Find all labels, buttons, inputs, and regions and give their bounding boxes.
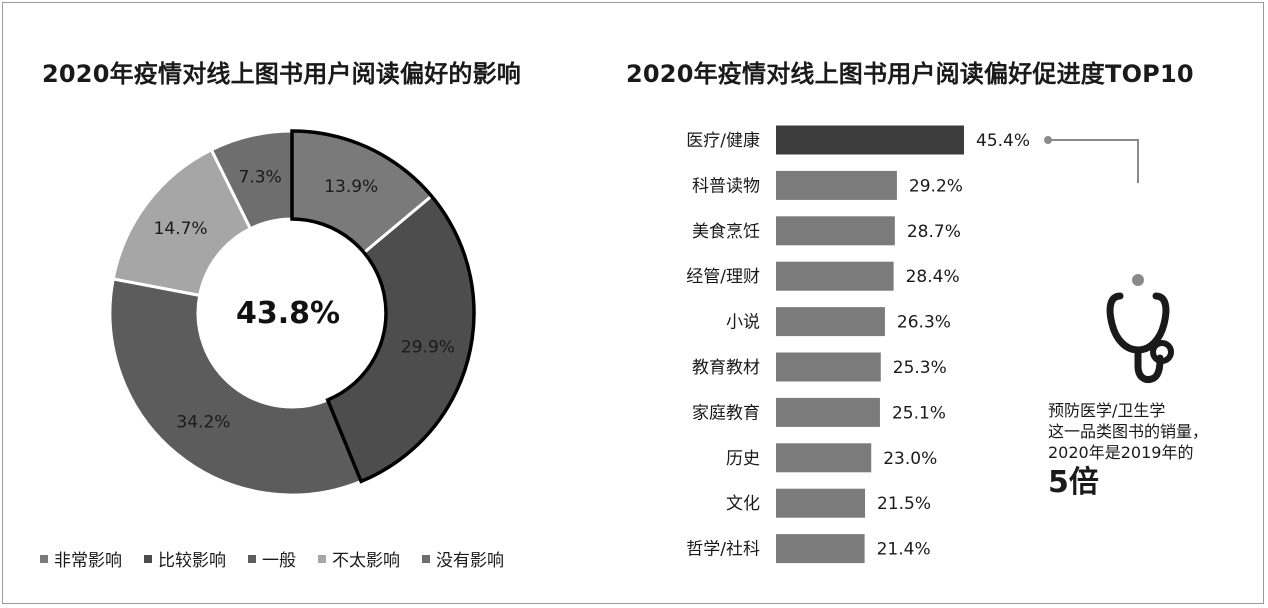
bar-value-label-0: 45.4% xyxy=(976,131,1030,151)
donut-center-label: 43.8% xyxy=(236,296,340,331)
bar-2 xyxy=(776,216,895,246)
bar-4 xyxy=(776,307,885,337)
donut-legend: 非常影响 比较影响 一般 不太影响 没有影响 xyxy=(40,546,504,571)
bar-category-label-6: 家庭教育 xyxy=(692,403,760,423)
stethoscope-icon xyxy=(1106,274,1174,383)
donut-slice-2 xyxy=(108,277,364,497)
legend-label: 没有影响 xyxy=(436,551,504,571)
bar-8 xyxy=(776,488,866,518)
donut-slice-label-3: 14.7% xyxy=(154,219,208,239)
legend-swatch xyxy=(40,554,48,563)
legend-swatch xyxy=(144,554,152,563)
donut-chart: 13.9% 29.9% 34.2% 14.7% 7.3% 43.8% xyxy=(108,129,476,497)
bar-chart: 医疗/健康 45.4% 科普读物 29.2% 美食烹饪 28.7% 经管/理财 28.4% 小说… xyxy=(686,125,1030,564)
legend-label: 比较影响 xyxy=(158,551,226,571)
legend-swatch xyxy=(318,554,326,563)
legend-label: 不太影响 xyxy=(332,551,400,571)
legend-item-2: 一般 xyxy=(248,546,296,571)
legend-swatch xyxy=(248,554,256,563)
legend-item-0: 非常影响 xyxy=(40,546,122,571)
donut-chart-title: 2020年疫情对线上图书用户阅读偏好的影响 xyxy=(42,60,521,88)
bar-1 xyxy=(776,170,897,200)
bar-category-label-2: 美食烹饪 xyxy=(692,221,760,242)
legend-label: 非常影响 xyxy=(54,551,122,571)
bar-category-label-3: 经管/理财 xyxy=(686,267,760,287)
callout-note: 预防医学/卫生学 这一品类图书的销量， 2020年是2019年的 5倍 xyxy=(1048,400,1208,501)
bar-chart-title: 2020年疫情对线上图书用户阅读偏好促进度TOP10 xyxy=(626,60,1194,88)
bar-0 xyxy=(776,125,964,155)
donut-highlight-outline xyxy=(290,129,476,484)
bar-value-label-4: 26.3% xyxy=(897,313,951,333)
bar-value-label-5: 25.3% xyxy=(893,358,947,378)
bar-value-label-3: 28.4% xyxy=(906,267,960,287)
legend-item-3: 不太影响 xyxy=(318,546,400,571)
bar-7 xyxy=(776,443,872,473)
legend-item-4: 没有影响 xyxy=(422,546,504,571)
bar-3 xyxy=(776,261,894,291)
bar-category-label-8: 文化 xyxy=(726,494,760,514)
legend-item-1: 比较影响 xyxy=(144,546,226,571)
bar-value-label-8: 21.5% xyxy=(877,494,931,514)
note-line-3: 2020年是2019年的 xyxy=(1048,443,1194,462)
donut-slice-label-2: 34.2% xyxy=(176,412,230,432)
bar-category-label-5: 教育教材 xyxy=(692,358,760,378)
bar-9 xyxy=(776,534,865,564)
bar-category-label-7: 历史 xyxy=(726,449,760,469)
legend-label: 一般 xyxy=(262,551,296,571)
bar-value-label-9: 21.4% xyxy=(877,540,931,560)
donut-slice-label-0: 13.9% xyxy=(324,177,378,197)
note-line-2: 这一品类图书的销量， xyxy=(1048,422,1209,441)
callout-connector xyxy=(1044,136,1139,183)
note-line-1: 预防医学/卫生学 xyxy=(1048,401,1166,420)
bar-category-label-0: 医疗/健康 xyxy=(686,131,760,151)
bar-5 xyxy=(776,352,881,382)
bar-value-label-2: 28.7% xyxy=(907,222,961,242)
bar-category-label-1: 科普读物 xyxy=(692,176,760,196)
donut-slice-label-1: 29.9% xyxy=(401,338,455,358)
bar-value-label-6: 25.1% xyxy=(892,403,946,423)
bar-6 xyxy=(776,397,880,427)
donut-slice-label-4: 7.3% xyxy=(239,168,282,188)
legend-swatch xyxy=(422,554,430,563)
bar-value-label-7: 23.0% xyxy=(883,449,937,469)
note-highlight: 5倍 xyxy=(1048,465,1099,500)
bar-category-label-4: 小说 xyxy=(726,313,760,333)
bar-category-label-9: 哲学/社科 xyxy=(686,540,760,560)
bar-value-label-1: 29.2% xyxy=(909,176,963,196)
connector-dot xyxy=(1044,136,1052,144)
connector-line xyxy=(1052,139,1139,183)
